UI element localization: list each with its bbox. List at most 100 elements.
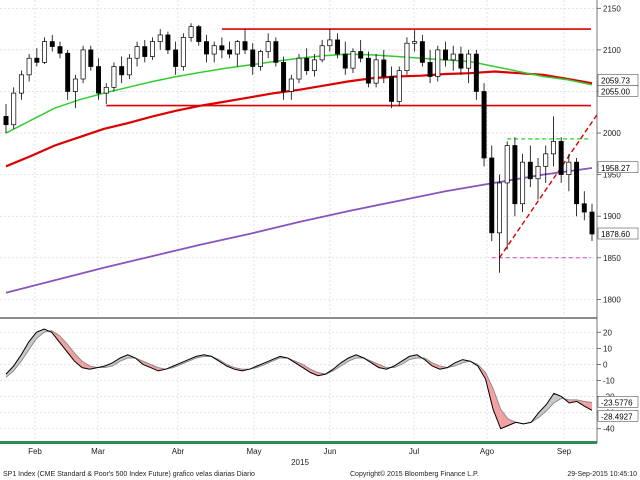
candle-body — [458, 53, 464, 69]
candle-body — [319, 45, 325, 61]
candle-body — [373, 59, 379, 84]
candle-body — [265, 41, 271, 52]
candle-body — [134, 46, 140, 59]
oscillator-series — [5, 328, 593, 430]
candle-body — [304, 57, 310, 72]
candle-body — [396, 70, 402, 102]
oscillator-fill-segment — [150, 364, 159, 371]
month-label: Sep — [557, 447, 572, 456]
red-dashed-trendline — [498, 114, 598, 259]
price-tick-label: 2000 — [603, 129, 621, 138]
candle-body — [443, 49, 448, 61]
candle-body — [550, 141, 556, 155]
candle-body — [489, 157, 495, 234]
footer-right: 29-Sep-2015 10:45:10 — [567, 471, 637, 478]
candle-body — [435, 49, 441, 77]
oscillator-fill-segment — [348, 354, 357, 362]
candle-body — [358, 51, 364, 59]
candle-body — [49, 41, 55, 47]
candle-body — [473, 53, 479, 92]
oscillator-fill-segment — [82, 361, 90, 370]
candle-body — [180, 37, 186, 67]
candle-body — [88, 49, 94, 67]
oscillator-black-tag: -28.4927 — [601, 412, 633, 421]
candle-body — [196, 26, 202, 42]
candle-body — [389, 76, 394, 102]
candle-body — [512, 145, 518, 205]
oscillator-fill-segment — [74, 353, 83, 368]
oscillator-black-tag-box — [597, 410, 639, 422]
candle-body — [188, 26, 194, 38]
candle-body — [211, 45, 217, 55]
candle-body — [296, 57, 302, 80]
candle-body — [327, 39, 333, 47]
oscillator-fill-segment — [432, 362, 440, 370]
candle-body — [57, 46, 63, 54]
candle-body — [273, 41, 279, 63]
candle-body — [227, 49, 233, 55]
price-tick-label: 1900 — [603, 212, 621, 221]
oscillator-fill-segment — [66, 343, 75, 362]
candle-body — [288, 78, 294, 92]
candle-body — [566, 161, 572, 175]
oscillator-gray-tag: -23.5776 — [601, 398, 633, 407]
candle-body — [497, 182, 502, 234]
oscillator-tick-label: 10 — [603, 344, 612, 353]
price-tick-label: 2150 — [603, 4, 621, 13]
last-price-tag: 1878.60 — [601, 230, 630, 239]
candle-body — [520, 161, 526, 205]
candle-body — [150, 41, 155, 57]
oscillator-tick-label: 0 — [603, 360, 608, 369]
candle-body — [311, 59, 317, 72]
candle-body — [581, 203, 587, 213]
candle-body — [142, 46, 148, 57]
oscillator-fill-segment — [302, 364, 311, 373]
candlesticks — [3, 23, 595, 273]
month-label: Jul — [409, 447, 419, 456]
sma-purple-tag-box — [597, 161, 639, 174]
oscillator-fill-segment — [538, 404, 547, 418]
candle-body — [34, 57, 40, 63]
candle-body — [342, 53, 348, 69]
oscillator-fill-segment — [120, 354, 128, 362]
candle-body — [173, 49, 179, 67]
candle-body — [96, 66, 101, 94]
candle-body — [204, 41, 209, 55]
oscillator-fill-segment — [508, 419, 516, 426]
sma-green-tag: 2055.00 — [601, 87, 630, 96]
candle-body — [26, 57, 32, 76]
oscillator-gray-tag-box — [597, 396, 639, 408]
candle-body — [103, 86, 109, 94]
month-label: Ago — [480, 447, 495, 456]
candle-body — [427, 62, 433, 77]
candle-body — [80, 49, 86, 80]
oscillator-fill-segment — [112, 357, 121, 367]
candle-body — [574, 161, 580, 205]
oscillator-fill-segment — [6, 366, 14, 378]
footer-left: SP1 Index (CME Standard & Poor's 500 Ind… — [3, 471, 255, 478]
price-tick-label: 2100 — [603, 46, 621, 55]
oscillator-fill-segment — [546, 393, 554, 412]
oscillator-signal-line — [5, 330, 593, 425]
oscillator-fill-segment — [455, 359, 463, 367]
oscillator-tick-label: -40 — [603, 425, 615, 434]
sma-purple-tag: 1958.27 — [601, 164, 630, 173]
sma-green-tag-box — [597, 85, 639, 97]
oscillator-fill-segment — [409, 354, 417, 360]
candle-body — [65, 52, 71, 92]
oscillator-tick-label: 20 — [603, 328, 612, 337]
candle-body — [11, 92, 17, 126]
candle-body — [281, 62, 287, 92]
candle-body — [250, 49, 256, 67]
last-price-tag-box — [597, 227, 639, 240]
candle-body — [558, 141, 564, 175]
candle-body — [350, 51, 356, 69]
candle-body — [450, 53, 456, 61]
candle-body — [18, 74, 24, 94]
candle-body — [219, 45, 225, 51]
candle-body — [126, 57, 132, 76]
oscillator-fill-segment — [493, 388, 501, 429]
candle-body — [504, 145, 510, 184]
candle-body — [481, 91, 487, 159]
